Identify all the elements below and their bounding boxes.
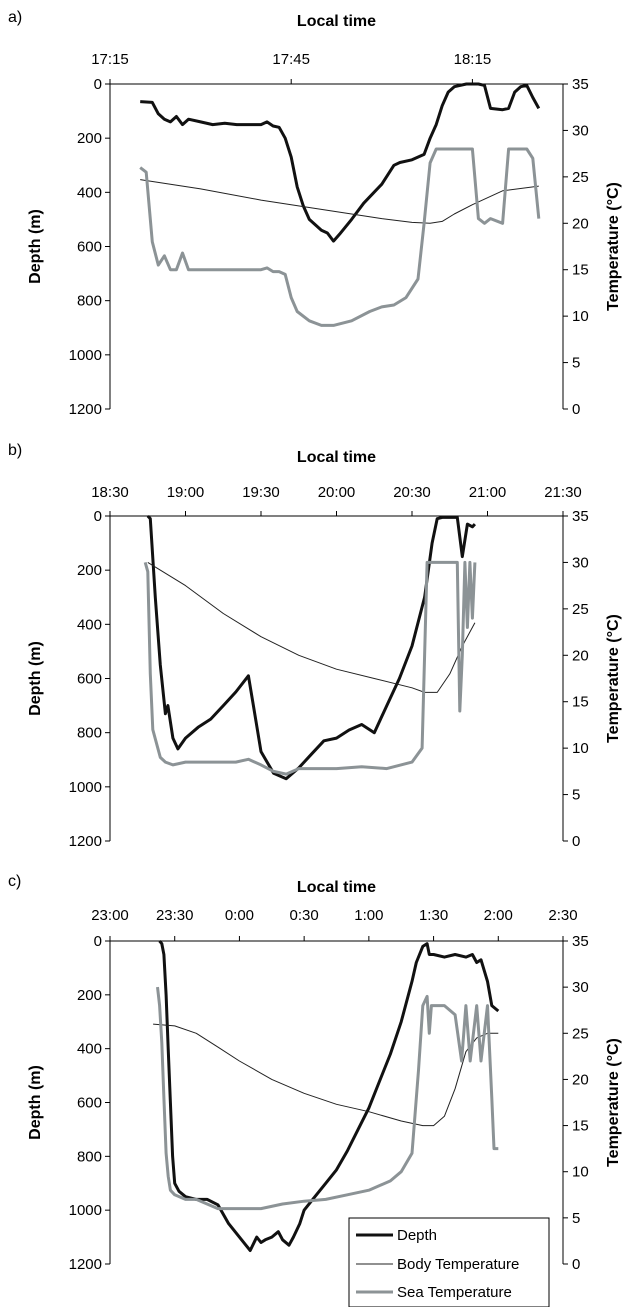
chart-panel-3: c) Local time 23:00 23:30 0:00 0:30 1:00 1:30 2:… [8, 873, 622, 1273]
series-line-body-temperature [147, 561, 476, 693]
y-left-tick-label: 0 [94, 508, 102, 525]
y-right-tick-label: 35 [572, 933, 589, 950]
series-line-body-temperature [153, 1023, 499, 1127]
series-line-depth [140, 82, 541, 243]
x-tick-label: 2:30 [548, 907, 577, 924]
y-left-tick-label: 1000 [69, 1202, 102, 1219]
y-left-tick-label: 200 [77, 130, 102, 147]
x-tick-label: 17:15 [91, 51, 129, 68]
y-right-tick-label: 5 [572, 787, 580, 804]
y-right-tick-label: 15 [572, 694, 589, 711]
panel-label: a) [8, 9, 22, 26]
y-left-tick-label: 800 [77, 725, 102, 742]
y-right-tick-label: 35 [572, 76, 589, 93]
y-right-tick-label: 15 [572, 1118, 589, 1135]
x-tick-label: 18:15 [454, 51, 492, 68]
y-left-tick-label: 0 [94, 76, 102, 93]
x-tick-label: 20:30 [393, 484, 431, 501]
y-right-tick-label: 0 [572, 401, 580, 418]
legend: Depth Body Temperature Sea Temperature [348, 1217, 550, 1307]
x-tick-label: 1:00 [354, 907, 383, 924]
y-left-tick-label: 800 [77, 293, 102, 310]
y-left-tick-label: 600 [77, 239, 102, 256]
legend-label-depth: Depth [397, 1227, 437, 1244]
x-tick-label: 18:30 [91, 484, 129, 501]
x-tick-label: 17:45 [272, 51, 310, 68]
y-left-tick-label: 200 [77, 562, 102, 579]
y-right-tick-label: 20 [572, 215, 589, 232]
y-right-tick-label: 30 [572, 979, 589, 996]
x-tick-label: 23:30 [156, 907, 194, 924]
y-left-tick-label: 1200 [69, 833, 102, 850]
y-right-tick-label: 30 [572, 554, 589, 571]
y-right-tick-label: 25 [572, 169, 589, 186]
series-line-sea-temperature [143, 560, 477, 776]
x-tick-label: 1:30 [419, 907, 448, 924]
y-right-tick-label: 0 [572, 1256, 580, 1273]
chart-panel-2: b) Local time 18:30 19:00 19:30 20:00 20:30 21:… [8, 442, 622, 850]
y-right-tick-label: 20 [572, 1071, 589, 1088]
x-tick-label: 0:30 [290, 907, 319, 924]
x-tick-label: 23:00 [91, 907, 129, 924]
y-left-tick-label: 400 [77, 184, 102, 201]
x-tick-label: 20:00 [318, 484, 356, 501]
series-line-sea-temperature [156, 986, 499, 1211]
series-line-depth [158, 940, 500, 1252]
x-axis-title: Local time [297, 879, 376, 896]
x-axis-title: Local time [297, 13, 376, 30]
legend-label-sea-temperature: Sea Temperature [397, 1284, 512, 1301]
x-tick-label: 19:30 [242, 484, 280, 501]
series-line-sea-temperature [139, 147, 541, 327]
series-line-depth [146, 514, 477, 781]
y-right-axis-title: Temperature (°C) [605, 1038, 622, 1167]
y-left-tick-label: 1200 [69, 401, 102, 418]
y-left-tick-label: 600 [77, 1095, 102, 1112]
y-left-tick-label: 1200 [69, 1256, 102, 1273]
x-tick-label: 19:00 [167, 484, 205, 501]
y-left-tick-label: 0 [94, 933, 102, 950]
y-right-tick-label: 25 [572, 1025, 589, 1042]
legend-label-body-temperature: Body Temperature [397, 1256, 519, 1273]
y-right-tick-label: 0 [572, 833, 580, 850]
x-tick-label: 21:30 [544, 484, 582, 501]
y-left-tick-label: 1000 [69, 347, 102, 364]
y-left-tick-label: 600 [77, 671, 102, 688]
y-right-tick-label: 5 [572, 355, 580, 372]
y-right-tick-label: 20 [572, 647, 589, 664]
y-right-tick-label: 25 [572, 601, 589, 618]
x-tick-label: 2:00 [484, 907, 513, 924]
panel-label: b) [8, 442, 22, 459]
y-left-tick-label: 800 [77, 1148, 102, 1165]
y-right-tick-label: 30 [572, 122, 589, 139]
y-left-tick-label: 400 [77, 1041, 102, 1058]
y-left-axis-title: Depth (m) [27, 1065, 44, 1140]
y-right-tick-label: 10 [572, 308, 589, 325]
y-right-tick-label: 10 [572, 1164, 589, 1181]
y-right-tick-label: 35 [572, 508, 589, 525]
y-right-tick-label: 10 [572, 740, 589, 757]
y-right-tick-label: 5 [572, 1210, 580, 1227]
panel-label: c) [8, 873, 21, 890]
y-right-axis-title: Temperature (°C) [605, 182, 622, 311]
y-left-axis-title: Depth (m) [27, 641, 44, 716]
x-tick-label: 0:00 [225, 907, 254, 924]
y-left-tick-label: 400 [77, 616, 102, 633]
y-left-tick-label: 200 [77, 987, 102, 1004]
y-left-axis-title: Depth (m) [27, 209, 44, 284]
y-left-tick-label: 1000 [69, 779, 102, 796]
y-right-tick-label: 15 [572, 262, 589, 279]
y-right-axis-title: Temperature (°C) [605, 614, 622, 743]
x-tick-label: 21:00 [469, 484, 507, 501]
x-axis-title: Local time [297, 449, 376, 466]
